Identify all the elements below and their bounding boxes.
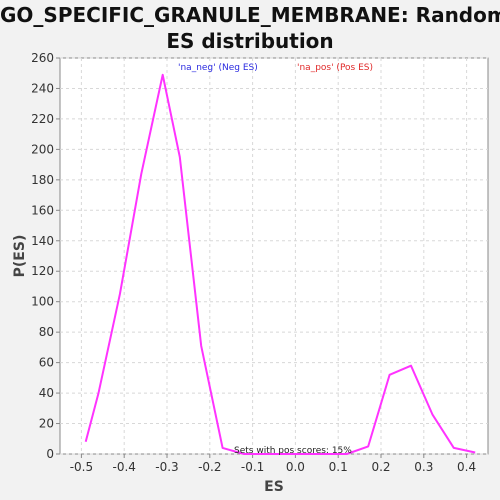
y-tick-label: 20 [39,417,54,431]
series-group [84,73,476,455]
x-tick-label: -0.2 [198,460,221,474]
x-axis-label: ES [264,479,284,495]
y-axis-label: P(ES) [12,235,28,278]
series-line [84,73,476,455]
y-tick-label: 160 [31,203,54,217]
x-tick-label: -0.4 [112,460,135,474]
x-tick-label: -0.5 [70,460,93,474]
plot-area [59,57,489,455]
x-tick-label: 0.2 [371,460,390,474]
x-tick-label: 0.3 [414,460,433,474]
chart-title-line-1: GO_SPECIFIC_GRANULE_MEMBRANE: Random [0,3,500,27]
x-tick-label: 0.0 [286,460,305,474]
x-tick-label: 0.4 [457,460,476,474]
y-tick-label: 100 [31,295,54,309]
annotation-text: Sets with pos scores: 15% [234,446,352,456]
x-tick-label: 0.1 [329,460,348,474]
y-tick-label: 180 [31,173,54,187]
grid [60,57,488,455]
y-tick-label: 220 [31,112,54,126]
x-tick-label: -0.1 [241,460,264,474]
chart-title: GO_SPECIFIC_GRANULE_MEMBRANE: Random ES … [0,2,500,54]
y-tick-label: 80 [39,325,54,339]
legend-entry-pos: 'na_pos' (Pos ES) [297,63,373,73]
chart-title-line-2: ES distribution [166,29,334,53]
y-tick-label: 140 [31,234,54,248]
y-tick-label: 120 [31,264,54,278]
y-tick-label: 40 [39,386,54,400]
y-tick-label: 240 [31,81,54,95]
legend-entry-neg: 'na_neg' (Neg ES) [178,63,258,73]
y-tick-label: 60 [39,356,54,370]
axis-ticks: 0 20 40 60 80 100 120 140 160 180 200 220 240 260 -0.5… [31,51,476,474]
y-tick-label: 200 [31,142,54,156]
y-tick-label: 260 [31,51,54,65]
x-tick-label: -0.3 [155,460,178,474]
y-tick-label: 0 [46,447,54,461]
